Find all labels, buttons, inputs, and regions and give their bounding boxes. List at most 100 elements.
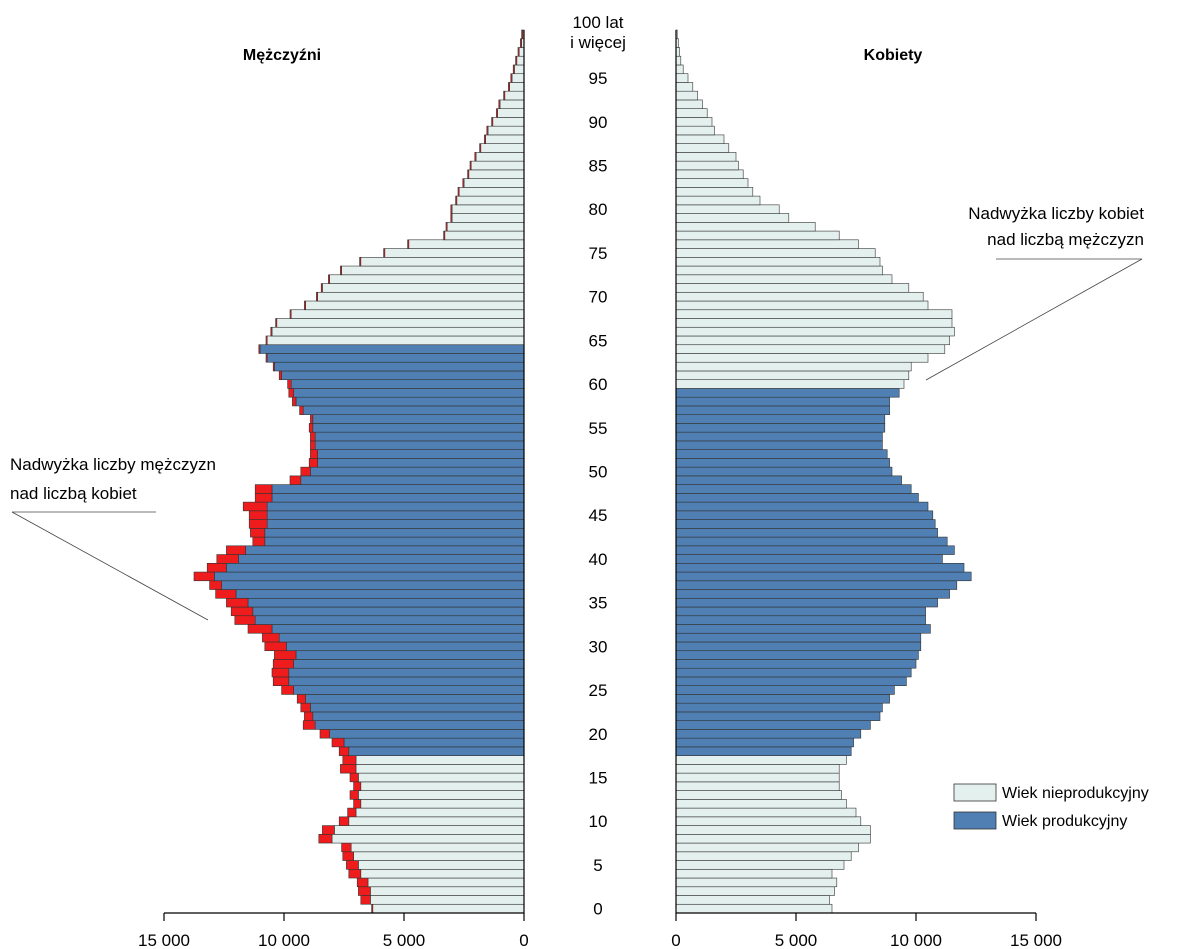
women-bar	[675, 117, 713, 127]
men-surplus-bar	[272, 676, 290, 686]
men-surplus-bar	[287, 379, 292, 389]
men-panel-title: Mężczyźni	[243, 47, 321, 64]
women-bar	[675, 493, 919, 503]
women-bar	[675, 895, 830, 905]
men-surplus-bar	[292, 396, 297, 407]
women-bar	[675, 484, 912, 494]
men-surplus-bar	[331, 737, 345, 748]
men-surplus-bar	[484, 134, 486, 144]
men-surplus-bar	[353, 799, 362, 809]
women-x-tick-label: 0	[671, 931, 680, 949]
women-bar	[675, 764, 840, 774]
men-bar	[516, 55, 525, 66]
men-bar	[214, 571, 525, 582]
men-surplus-bar	[353, 781, 362, 791]
women-bar	[675, 501, 929, 512]
men-bar	[274, 361, 525, 372]
men-bar	[518, 47, 525, 57]
women-bar	[675, 204, 780, 214]
men-bar	[384, 248, 525, 258]
women-bar	[675, 318, 953, 328]
women-bar	[675, 248, 876, 258]
men-bar	[485, 134, 525, 144]
men-surplus-bar	[445, 222, 448, 232]
women-bar	[675, 624, 931, 634]
men-bar	[295, 396, 525, 407]
men-bar	[314, 431, 525, 442]
women-bar	[675, 169, 744, 179]
men-bar	[497, 108, 525, 118]
men-bar	[358, 772, 525, 783]
men-bar	[355, 807, 525, 818]
women-bar	[675, 755, 847, 765]
men-surplus-bar	[383, 248, 386, 258]
age-label-100-line2: i więcej	[570, 33, 626, 52]
women-bar	[675, 283, 910, 293]
men-bar	[480, 143, 525, 153]
men-surplus-bar	[474, 152, 477, 162]
men-bar	[266, 335, 525, 346]
men-bar	[348, 816, 525, 826]
men-surplus-bar	[308, 423, 314, 433]
men-bar	[348, 746, 525, 756]
age-label: 30	[589, 637, 608, 656]
women-bar	[675, 816, 862, 826]
women-bar	[675, 213, 790, 223]
men-bar	[310, 702, 525, 713]
women-bar	[675, 606, 926, 617]
women-bar	[675, 571, 972, 582]
men-surplus-bar	[299, 405, 304, 415]
men-surplus-bar	[340, 764, 357, 774]
women-bar	[675, 877, 838, 888]
women-x-tick-label: 15 000	[1010, 931, 1062, 949]
men-bar	[446, 222, 525, 232]
men-bar	[266, 519, 525, 529]
age-label: 65	[589, 331, 608, 350]
age-label: 95	[589, 69, 608, 88]
men-bar	[266, 353, 525, 363]
men-surplus-bar	[300, 702, 311, 713]
women-bar	[675, 711, 881, 721]
men-bar	[456, 195, 525, 206]
men-bar	[247, 597, 525, 608]
men-bar	[343, 737, 525, 748]
women-bar	[675, 230, 840, 241]
men-bar	[372, 903, 525, 914]
women-bar	[675, 510, 934, 520]
women-bar	[675, 222, 816, 232]
women-surplus-annotation-line1: Nadwyżka liczby kobiet	[968, 204, 1144, 223]
women-bar	[675, 903, 833, 914]
men-bar	[286, 641, 525, 652]
women-bar	[675, 99, 703, 109]
men-x-tick-label: 15 000	[138, 931, 190, 949]
women-bar	[675, 737, 854, 748]
women-bars	[675, 29, 972, 914]
men-bar	[358, 860, 525, 870]
women-bar	[675, 641, 922, 652]
men-surplus-bar	[508, 82, 510, 92]
age-label: 85	[589, 157, 608, 176]
men-bar	[271, 326, 525, 337]
men-surplus-bar	[457, 187, 460, 197]
women-bar	[675, 187, 754, 197]
women-panel-title: Kobiety	[864, 47, 923, 64]
men-surplus-bar	[371, 903, 374, 914]
women-bar	[675, 160, 739, 171]
men-bar	[305, 300, 525, 311]
women-bar	[675, 335, 950, 346]
legend-swatch	[953, 811, 997, 830]
age-label: 60	[589, 375, 608, 394]
men-surplus-bar	[304, 711, 314, 721]
men-bar	[300, 475, 525, 485]
men-bar	[305, 694, 525, 704]
men-surplus-bar	[356, 877, 369, 888]
men-bar	[312, 414, 525, 424]
men-bar	[271, 484, 525, 494]
women-bar	[675, 720, 871, 730]
age-label-100-line1: 100 lat	[572, 13, 623, 32]
men-surplus-bar	[450, 213, 453, 223]
men-bar	[281, 370, 525, 381]
men-bar	[355, 764, 525, 774]
women-bar	[675, 597, 938, 608]
men-surplus-bar	[254, 493, 273, 503]
